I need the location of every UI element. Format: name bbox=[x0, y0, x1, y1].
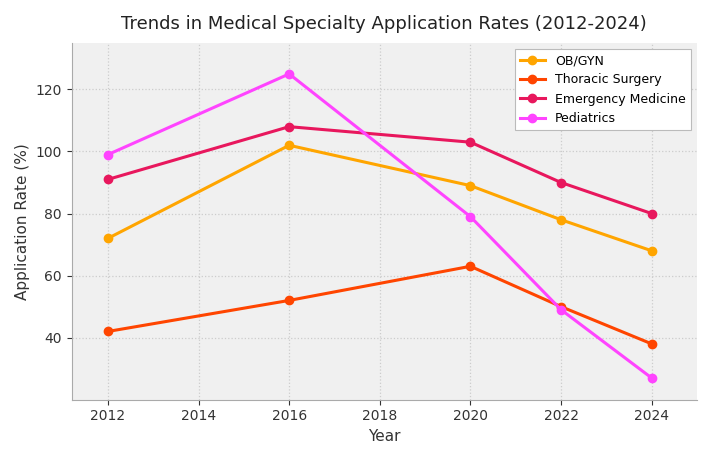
Emergency Medicine bbox=[104, 177, 112, 182]
Line: OB/GYN: OB/GYN bbox=[104, 141, 656, 255]
Pediatrics bbox=[647, 375, 656, 381]
Line: Thoracic Surgery: Thoracic Surgery bbox=[104, 262, 656, 348]
Title: Trends in Medical Specialty Application Rates (2012-2024): Trends in Medical Specialty Application … bbox=[122, 15, 647, 33]
Line: Emergency Medicine: Emergency Medicine bbox=[104, 123, 656, 218]
Legend: OB/GYN, Thoracic Surgery, Emergency Medicine, Pediatrics: OB/GYN, Thoracic Surgery, Emergency Medi… bbox=[515, 49, 691, 130]
Thoracic Surgery bbox=[557, 304, 565, 309]
Pediatrics bbox=[104, 152, 112, 157]
OB/GYN bbox=[647, 248, 656, 253]
Pediatrics bbox=[285, 71, 293, 77]
Pediatrics bbox=[557, 307, 565, 313]
Thoracic Surgery bbox=[647, 341, 656, 347]
Emergency Medicine bbox=[647, 211, 656, 216]
X-axis label: Year: Year bbox=[368, 429, 401, 444]
Thoracic Surgery bbox=[104, 329, 112, 334]
OB/GYN bbox=[557, 217, 565, 223]
Emergency Medicine bbox=[557, 180, 565, 185]
Y-axis label: Application Rate (%): Application Rate (%) bbox=[15, 143, 30, 300]
Emergency Medicine bbox=[285, 124, 293, 129]
Pediatrics bbox=[466, 214, 475, 219]
OB/GYN bbox=[466, 183, 475, 188]
Line: Pediatrics: Pediatrics bbox=[104, 70, 656, 382]
OB/GYN bbox=[104, 235, 112, 241]
Emergency Medicine bbox=[466, 140, 475, 145]
OB/GYN bbox=[285, 143, 293, 148]
Thoracic Surgery bbox=[285, 298, 293, 303]
Thoracic Surgery bbox=[466, 263, 475, 269]
